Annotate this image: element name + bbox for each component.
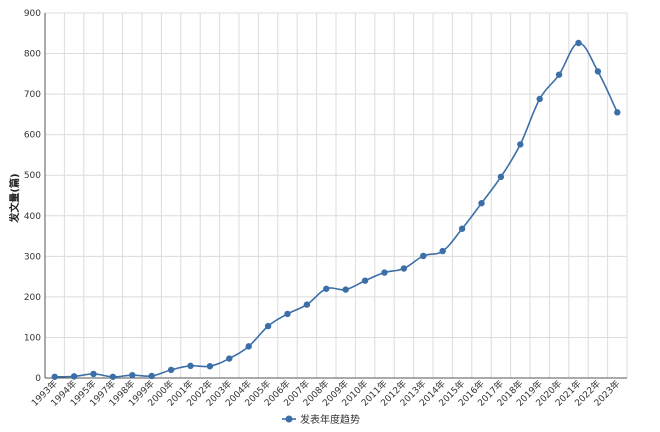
- legend-marker-icon: [285, 415, 293, 423]
- plot-area: [51, 39, 621, 380]
- data-point[interactable]: [594, 68, 602, 75]
- y-tick-label: 100: [24, 333, 41, 343]
- data-point[interactable]: [342, 286, 349, 293]
- x-axis-ticks: 1993年1994年1995年1997年1998年1999年2000年2001年…: [29, 378, 623, 409]
- data-point[interactable]: [420, 252, 427, 260]
- data-point[interactable]: [400, 265, 408, 272]
- data-point[interactable]: [381, 269, 388, 276]
- data-point[interactable]: [245, 343, 252, 350]
- data-point[interactable]: [439, 247, 446, 255]
- data-point[interactable]: [361, 277, 369, 284]
- data-point[interactable]: [536, 95, 543, 103]
- data-point[interactable]: [109, 373, 117, 380]
- y-tick-label: 400: [24, 212, 41, 222]
- data-point[interactable]: [148, 372, 155, 380]
- data-point[interactable]: [614, 109, 621, 116]
- data-point[interactable]: [264, 322, 272, 330]
- data-point[interactable]: [90, 370, 97, 378]
- legend[interactable]: 发表年度趋势: [282, 413, 360, 426]
- data-point[interactable]: [478, 200, 485, 207]
- y-tick-label: 200: [24, 293, 41, 303]
- data-point[interactable]: [555, 71, 563, 78]
- data-point[interactable]: [284, 310, 291, 318]
- y-axis-ticks: 0 100 200 300 400 500 600 700 800 900: [24, 9, 41, 384]
- legend-label: 发表年度趋势: [300, 413, 360, 426]
- data-point[interactable]: [129, 371, 136, 379]
- data-point[interactable]: [51, 373, 58, 380]
- data-point[interactable]: [187, 362, 194, 370]
- data-point[interactable]: [303, 301, 311, 308]
- data-point[interactable]: [323, 285, 330, 292]
- data-point[interactable]: [226, 355, 233, 362]
- y-tick-label: 900: [24, 9, 41, 19]
- grid-lines: [44, 12, 628, 379]
- y-tick-label: 0: [35, 374, 41, 384]
- data-point[interactable]: [458, 225, 466, 232]
- data-point[interactable]: [517, 141, 524, 148]
- y-tick-label: 700: [24, 90, 41, 100]
- y-tick-label: 300: [24, 252, 41, 262]
- data-point[interactable]: [206, 363, 214, 370]
- y-tick-label: 500: [24, 171, 41, 181]
- axes: [44, 13, 627, 379]
- y-axis-title: 发文量(篇): [8, 173, 21, 223]
- y-tick-label: 600: [24, 131, 41, 141]
- data-point[interactable]: [575, 39, 582, 47]
- data-point[interactable]: [167, 366, 175, 374]
- y-tick-label: 800: [24, 50, 41, 60]
- data-point[interactable]: [70, 373, 78, 380]
- data-point[interactable]: [497, 173, 505, 181]
